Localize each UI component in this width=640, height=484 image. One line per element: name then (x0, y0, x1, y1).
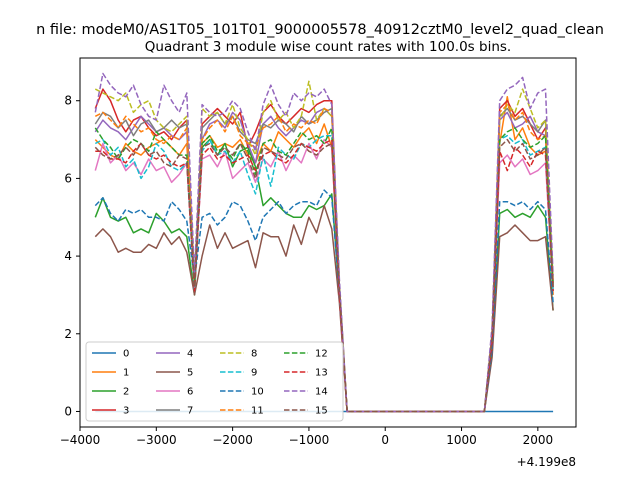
legend-label-6: 6 (187, 387, 193, 398)
legend-label-7: 7 (187, 406, 193, 417)
legend-label-4: 4 (187, 349, 193, 360)
x-tick-label: −4000 (60, 433, 101, 447)
x-tick-label: 2000 (523, 433, 554, 447)
y-tick-label: 6 (64, 171, 72, 185)
x-tick-label: 0 (381, 433, 389, 447)
legend-label-14: 14 (315, 387, 328, 398)
legend-label-12: 12 (315, 349, 328, 360)
chart-title: Quadrant 3 module wise count rates with … (145, 39, 511, 55)
legend-label-15: 15 (315, 406, 328, 417)
figure-suptitle: n file: modeM0/AS1T05_101T01_9000005578_… (36, 22, 604, 38)
legend-label-10: 10 (251, 387, 264, 398)
legend-label-8: 8 (251, 349, 257, 360)
legend-label-2: 2 (123, 387, 129, 398)
legend-label-11: 11 (251, 406, 264, 417)
x-tick-label: −2000 (212, 433, 253, 447)
x-tick-label: 1000 (446, 433, 477, 447)
legend-label-3: 3 (123, 406, 129, 417)
y-tick-label: 0 (64, 404, 72, 418)
y-tick-label: 8 (64, 94, 72, 108)
legend-frame (85, 341, 344, 422)
legend-label-9: 9 (251, 368, 257, 379)
y-tick-label: 2 (64, 327, 72, 341)
ticks-layer: −4000 −3000 −2000 −1000 0 1000 2000 0 2 4 6 8 (60, 94, 553, 447)
axes-frame (79, 57, 577, 428)
legend-label-1: 1 (123, 368, 129, 379)
legend-label-13: 13 (315, 368, 328, 379)
legend-label-0: 0 (123, 349, 129, 360)
series-line-15 (94, 138, 554, 413)
legend-label-5: 5 (187, 368, 193, 379)
x-axis-offset-label: +4.199e8 (517, 455, 576, 469)
x-tick-label: −1000 (289, 433, 330, 447)
series-layer (94, 72, 554, 413)
x-tick-label: −3000 (136, 433, 177, 447)
y-tick-label: 4 (64, 249, 72, 263)
